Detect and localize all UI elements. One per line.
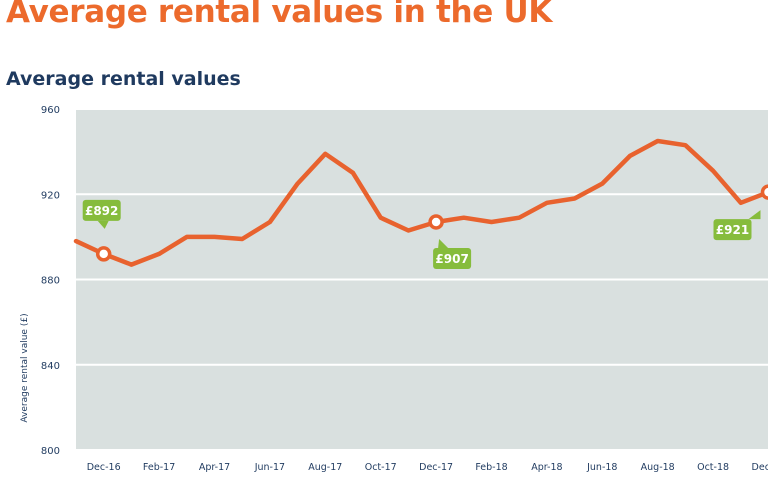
callout-Dec-17 (433, 247, 472, 269)
y-tick-label: 880 (41, 276, 60, 287)
y-axis-ticks: 800 840 880 920 960 (41, 105, 60, 457)
x-tick-label: Aug-17 (308, 462, 342, 473)
y-tick-label: 800 (41, 446, 60, 457)
y-axis-label: Average rental value (£) (20, 313, 30, 422)
callout-label: £907 (435, 252, 468, 266)
x-tick-label: Dec-16 (87, 462, 121, 473)
marker-Dec-17 (428, 214, 444, 230)
chart-title: Average rental values (6, 68, 241, 90)
x-tick-label: Feb-17 (143, 462, 175, 473)
callout-Dec-16 (82, 199, 121, 221)
page-title: Average rental values in the UK (6, 0, 553, 30)
marker-Dec-16 (95, 246, 112, 262)
x-tick-label: Dec-17 (419, 462, 453, 473)
y-tick-label: 840 (41, 361, 60, 372)
marker-Dec-18 (760, 184, 768, 200)
line-chart: 800 840 880 920 960 Average rental value (£)… (20, 105, 768, 473)
callout-pointer (97, 220, 109, 229)
callout-pointer (438, 238, 449, 248)
x-tick-label: Feb-18 (475, 462, 507, 473)
x-axis-ticks: Dec-16 Feb-17 Apr-17 Jun-17 Aug-17 Oct-17 Dec-… (87, 462, 768, 473)
y-tick-label: 960 (41, 105, 60, 116)
x-tick-label: Jun-17 (254, 462, 285, 473)
gridlines (76, 108, 768, 451)
callout-label: £921 (716, 223, 749, 237)
callout-pointer (748, 210, 761, 220)
x-tick-label: Dec-18 (752, 462, 768, 473)
callout-label: £892 (85, 204, 118, 218)
x-tick-label: Jun-18 (586, 462, 617, 473)
x-tick-label: Oct-18 (697, 462, 729, 473)
callouts: £892 £907 £921 (82, 184, 768, 269)
x-tick-label: Oct-17 (365, 462, 397, 473)
x-tick-label: Aug-18 (641, 462, 675, 473)
callout-Dec-18 (713, 219, 752, 241)
y-tick-label: 920 (41, 190, 60, 201)
x-tick-label: Apr-17 (199, 462, 230, 473)
series-line (73, 138, 768, 267)
x-tick-label: Apr-18 (531, 462, 562, 473)
